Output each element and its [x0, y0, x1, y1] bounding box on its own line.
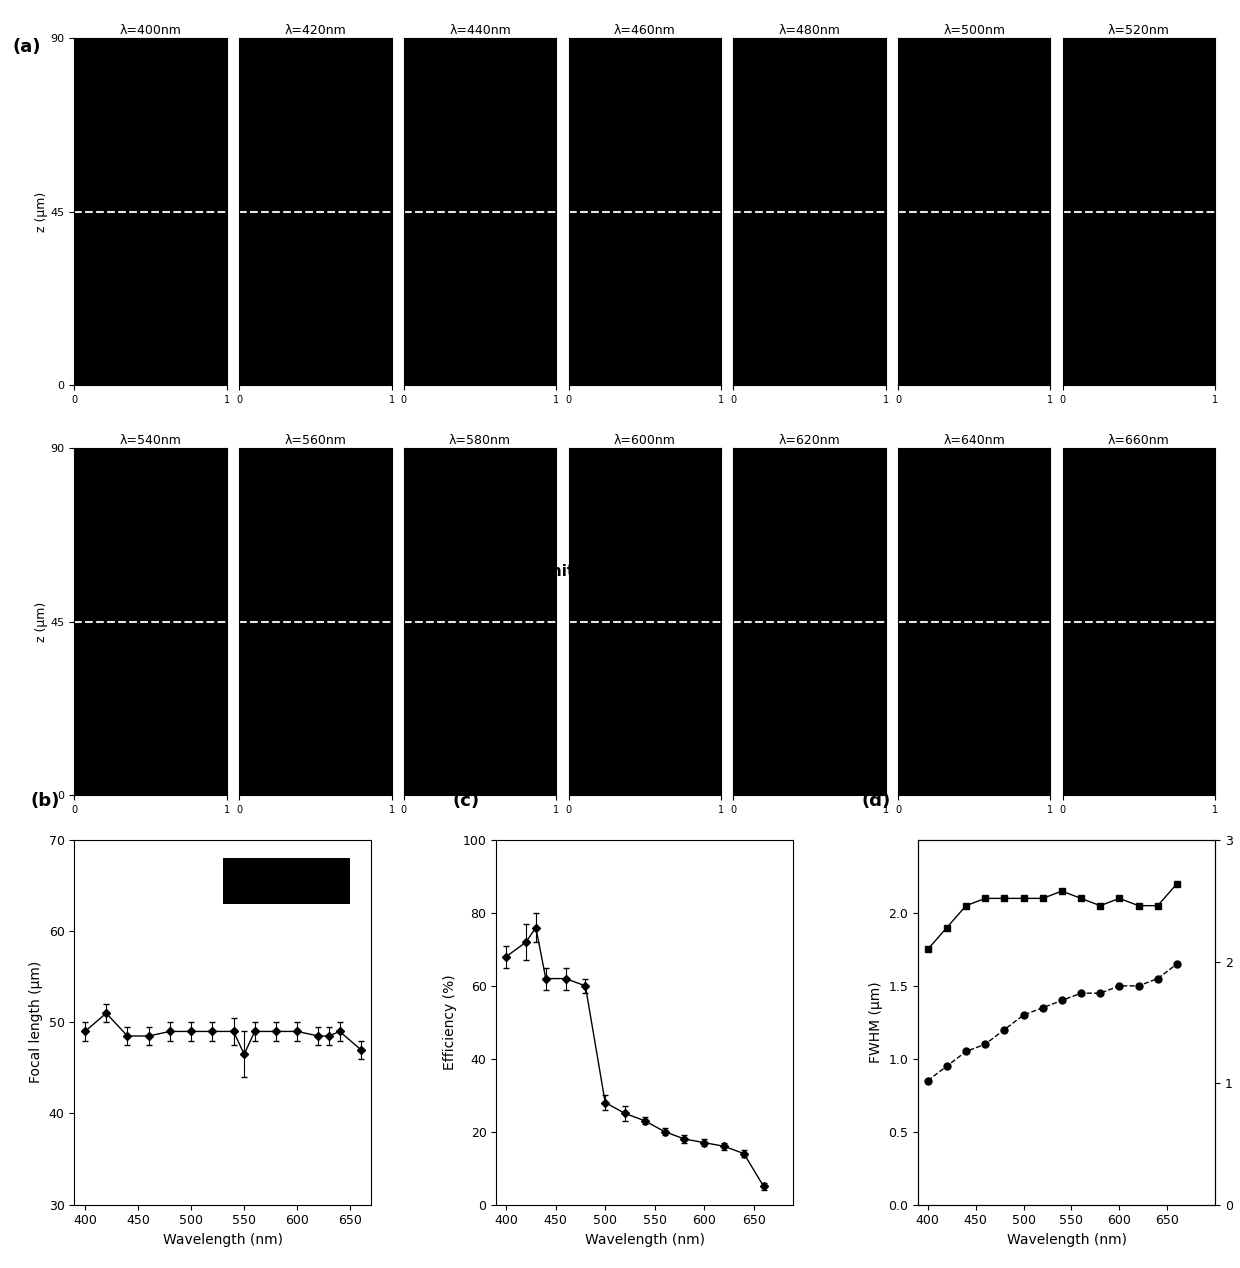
- Title: λ=420nm: λ=420nm: [284, 24, 346, 37]
- Text: (c): (c): [453, 792, 480, 810]
- Y-axis label: FWHM (μm): FWHM (μm): [869, 981, 883, 1063]
- Y-axis label: z (μm): z (μm): [35, 191, 48, 232]
- Title: λ=460nm: λ=460nm: [614, 24, 676, 37]
- X-axis label: Wavelength (nm): Wavelength (nm): [1007, 1232, 1127, 1246]
- Y-axis label: Efficiency (%): Efficiency (%): [443, 975, 458, 1070]
- Y-axis label: z (μm): z (μm): [35, 601, 48, 642]
- Bar: [223, 858, 350, 904]
- Title: λ=560nm: λ=560nm: [284, 434, 346, 446]
- X-axis label: Wavelength (nm): Wavelength (nm): [162, 1232, 283, 1246]
- Text: (d): (d): [862, 792, 892, 810]
- Title: λ=640nm: λ=640nm: [944, 434, 1006, 446]
- Title: λ=620nm: λ=620nm: [779, 434, 841, 446]
- Text: White line= 49 (um): White line= 49 (um): [533, 564, 707, 579]
- Title: λ=480nm: λ=480nm: [779, 24, 841, 37]
- Title: λ=400nm: λ=400nm: [120, 24, 181, 37]
- Title: λ=660nm: λ=660nm: [1109, 434, 1169, 446]
- Text: (a): (a): [12, 38, 41, 56]
- Text: (b): (b): [31, 792, 61, 810]
- Y-axis label: Focal length (μm): Focal length (μm): [29, 961, 43, 1083]
- Title: λ=440nm: λ=440nm: [449, 24, 511, 37]
- Title: λ=580nm: λ=580nm: [449, 434, 511, 446]
- Title: λ=600nm: λ=600nm: [614, 434, 676, 446]
- X-axis label: Wavelength (nm): Wavelength (nm): [585, 1232, 704, 1246]
- Title: λ=540nm: λ=540nm: [120, 434, 181, 446]
- Title: λ=520nm: λ=520nm: [1109, 24, 1169, 37]
- Title: λ=500nm: λ=500nm: [944, 24, 1006, 37]
